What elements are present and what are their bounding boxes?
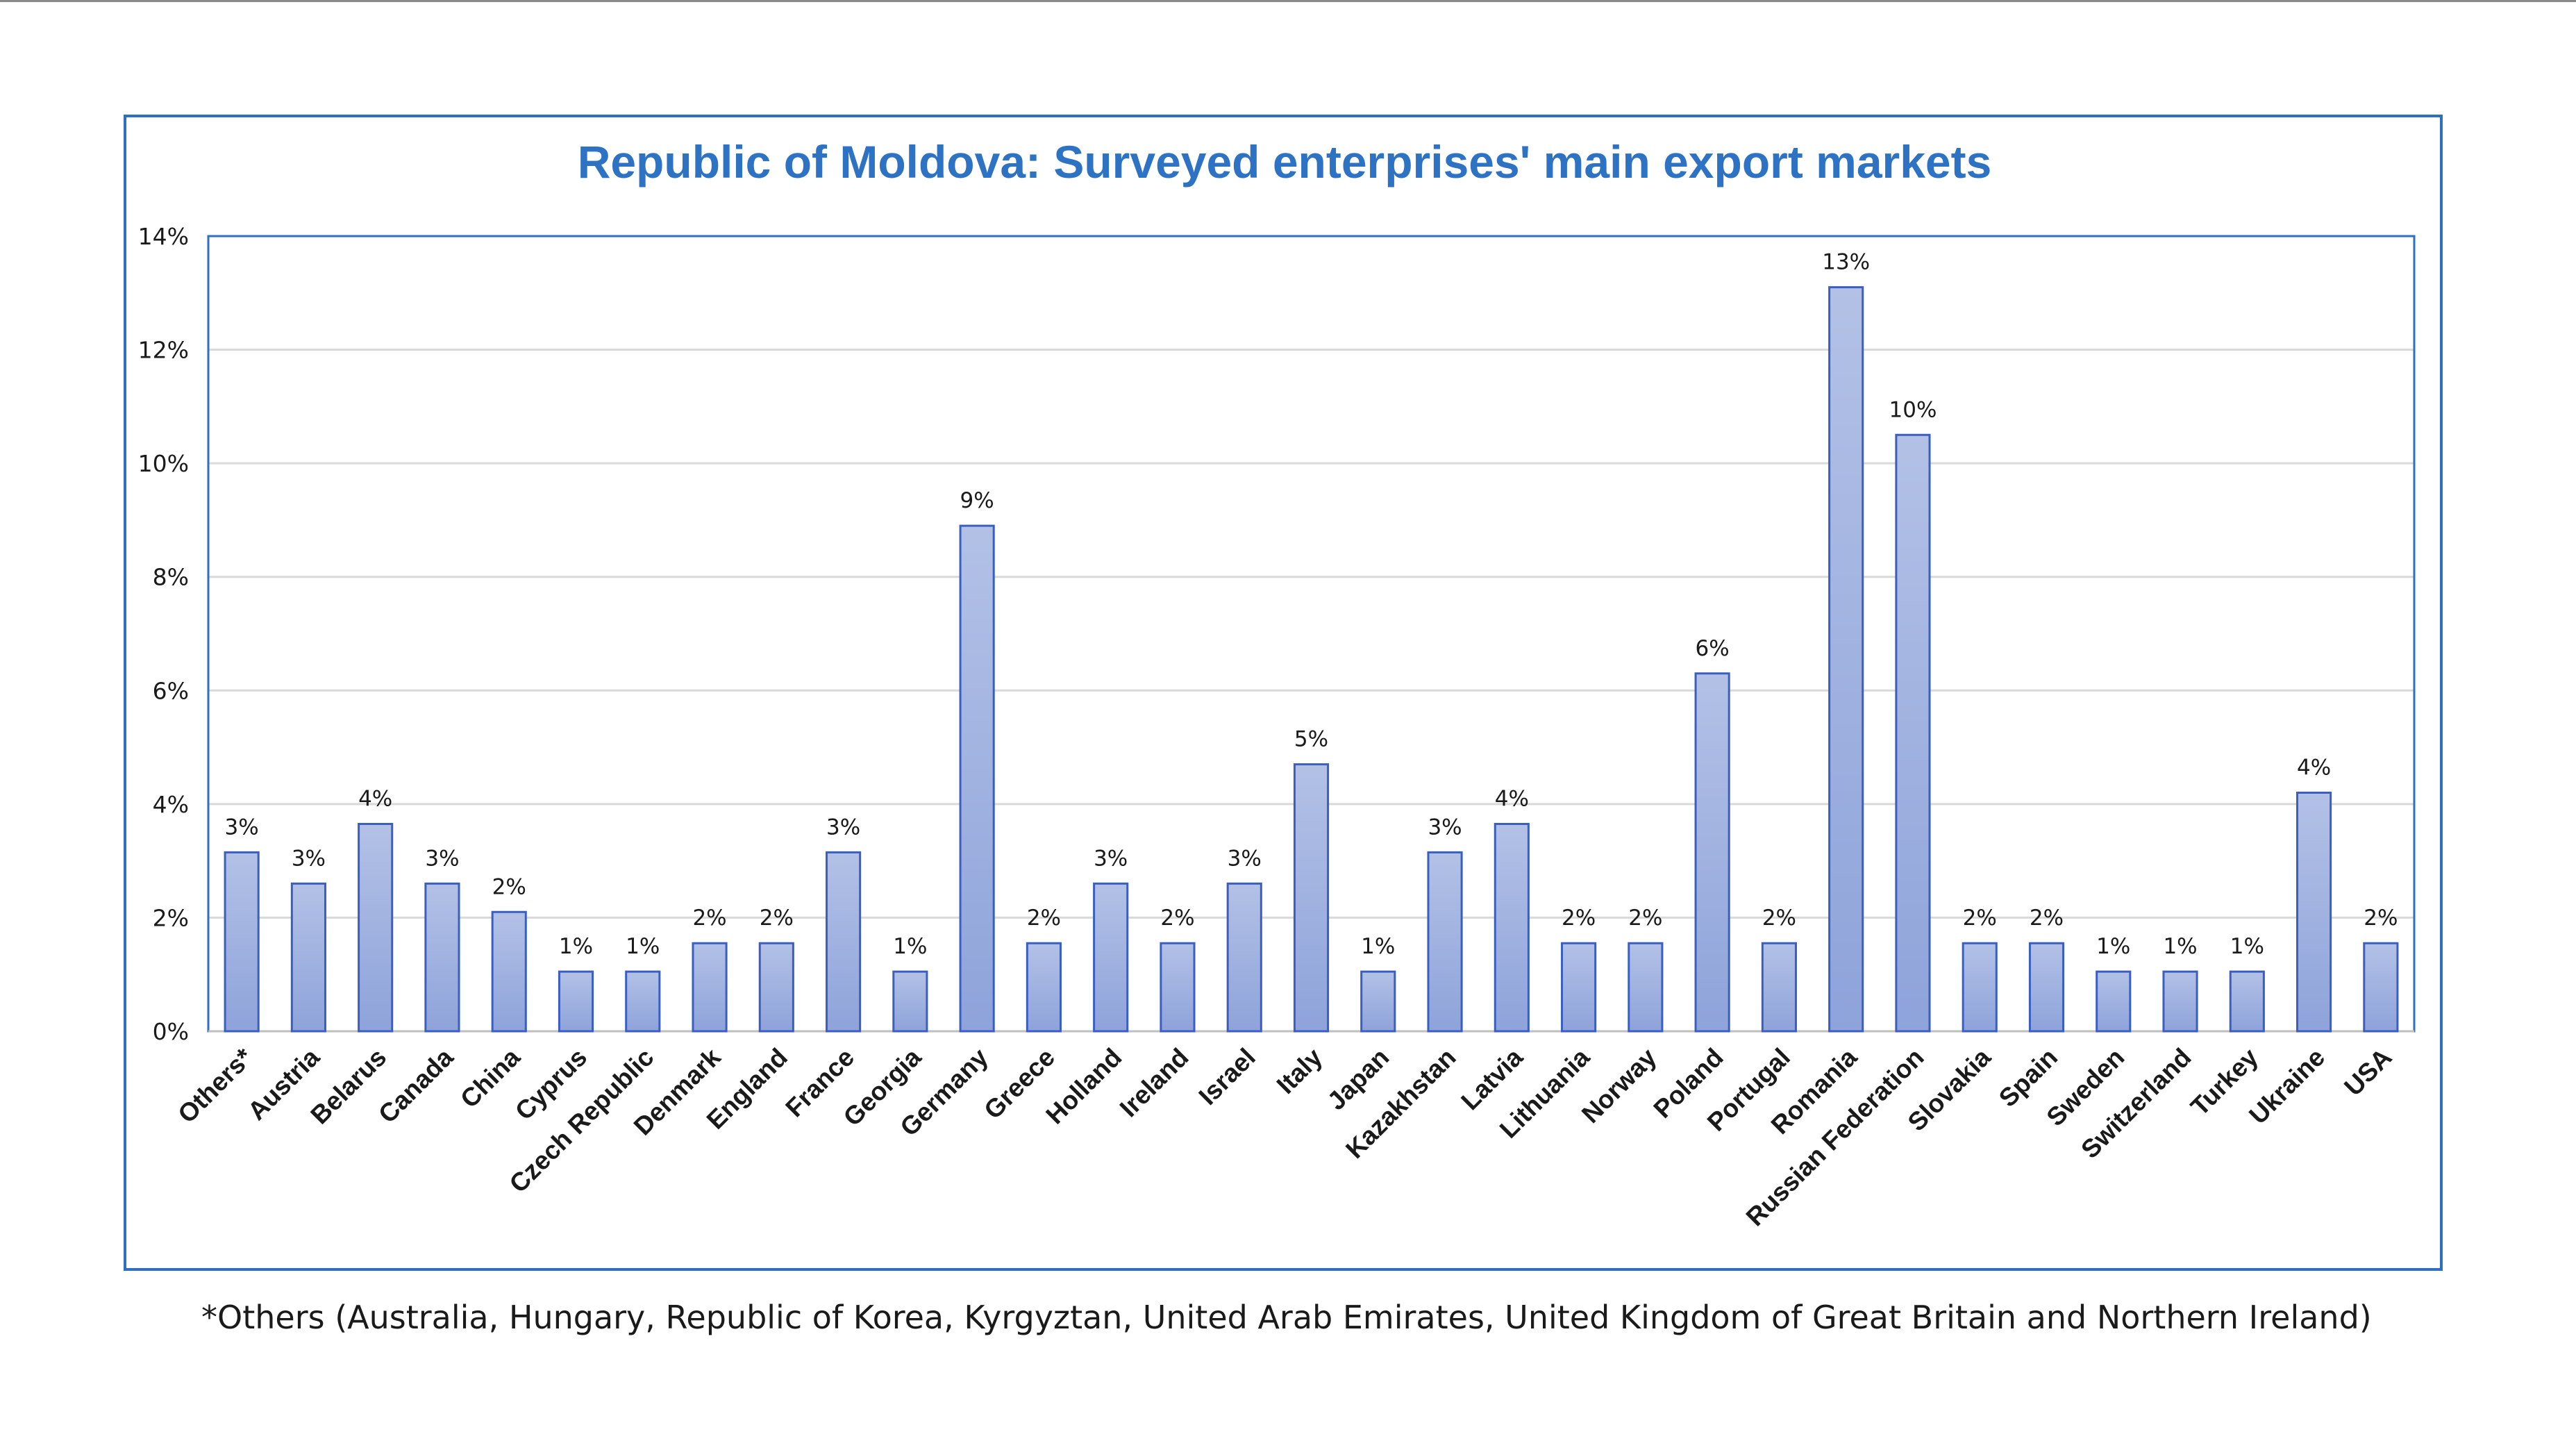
bar bbox=[1561, 942, 1597, 1033]
x-tick-label: Canada bbox=[373, 1042, 459, 1128]
bar bbox=[1026, 942, 1062, 1033]
data-label: 4% bbox=[1495, 786, 1529, 811]
data-label: 2% bbox=[1628, 906, 1662, 931]
footnote: *Others (Australia, Hungary, Republic of… bbox=[201, 1299, 2372, 1336]
data-label: 4% bbox=[358, 786, 392, 811]
data-label: 3% bbox=[1428, 815, 1462, 840]
bar bbox=[892, 970, 928, 1033]
data-label: 3% bbox=[826, 815, 860, 840]
bar bbox=[491, 910, 527, 1033]
data-label: 3% bbox=[225, 815, 259, 840]
y-tick-label: 14% bbox=[138, 223, 189, 250]
bar bbox=[224, 851, 260, 1033]
data-label: 4% bbox=[2297, 756, 2331, 781]
bar bbox=[1962, 942, 1998, 1033]
bar bbox=[2296, 792, 2332, 1033]
bar bbox=[692, 942, 728, 1033]
data-label: 2% bbox=[1562, 906, 1596, 931]
data-label: 1% bbox=[893, 934, 927, 959]
y-tick-label: 2% bbox=[153, 904, 189, 931]
chart-title: Republic of Moldova: Surveyed enterprise… bbox=[577, 136, 1992, 188]
bar bbox=[2162, 970, 2198, 1033]
y-tick-label: 8% bbox=[153, 564, 189, 591]
x-tick-label: Ukraine bbox=[2243, 1043, 2330, 1130]
x-tick-label: Others* bbox=[172, 1042, 258, 1128]
bar bbox=[625, 970, 661, 1033]
data-label: 3% bbox=[425, 846, 459, 871]
bar bbox=[1293, 763, 1330, 1033]
x-tick-label: Norway bbox=[1576, 1042, 1662, 1128]
bar bbox=[558, 970, 594, 1033]
bar bbox=[358, 822, 394, 1033]
chart-frame bbox=[124, 115, 2443, 1271]
data-label: 2% bbox=[2030, 906, 2064, 931]
y-axis-ticks: 0% 2% 4% 6% 8% 10% 12% 14% bbox=[138, 223, 189, 1045]
data-label: 1% bbox=[1361, 934, 1395, 959]
bar bbox=[758, 942, 794, 1033]
bar bbox=[1360, 970, 1396, 1033]
y-tick-label: 10% bbox=[138, 450, 189, 477]
data-label: 13% bbox=[1822, 250, 1870, 275]
data-label: 2% bbox=[1762, 906, 1796, 931]
data-label: 2% bbox=[692, 906, 726, 931]
bar bbox=[2028, 942, 2065, 1033]
bar bbox=[1160, 942, 1196, 1033]
data-label: 1% bbox=[559, 934, 593, 959]
data-label: 2% bbox=[1963, 906, 1997, 931]
bar bbox=[424, 882, 460, 1033]
bar bbox=[1226, 882, 1262, 1033]
x-tick-label: USA bbox=[2339, 1043, 2397, 1101]
data-label: 2% bbox=[1027, 906, 1061, 931]
x-tick-label: Italy bbox=[1271, 1042, 1328, 1099]
data-label: 2% bbox=[1160, 906, 1194, 931]
data-label: 2% bbox=[492, 874, 526, 899]
top-rule bbox=[0, 0, 2576, 2]
bars bbox=[224, 286, 2399, 1033]
data-label: 3% bbox=[1094, 846, 1128, 871]
x-axis-ticks: Others*AustriaBelarusCanadaChinaCyprusCz… bbox=[172, 1042, 2397, 1231]
bar bbox=[2096, 970, 2132, 1033]
bar bbox=[2363, 942, 2399, 1033]
data-label: 9% bbox=[960, 488, 994, 513]
x-tick-label: Belarus bbox=[305, 1043, 392, 1130]
bar bbox=[290, 882, 326, 1033]
bar bbox=[1494, 822, 1530, 1033]
bar bbox=[2229, 970, 2265, 1033]
data-label: 1% bbox=[2230, 934, 2264, 959]
data-label: 1% bbox=[2163, 934, 2197, 959]
bar bbox=[826, 851, 862, 1033]
bar bbox=[1895, 433, 1931, 1033]
gridlines bbox=[207, 235, 2416, 1033]
y-tick-label: 6% bbox=[153, 677, 189, 704]
bar bbox=[1093, 882, 1129, 1033]
data-label: 10% bbox=[1889, 397, 1937, 422]
bar bbox=[1628, 942, 1664, 1033]
data-label: 6% bbox=[1696, 636, 1730, 661]
x-tick-label: Ireland bbox=[1114, 1043, 1194, 1123]
data-label: 1% bbox=[626, 934, 660, 959]
data-label: 3% bbox=[1228, 846, 1262, 871]
bar bbox=[1427, 851, 1463, 1033]
data-label: 3% bbox=[292, 846, 326, 871]
data-label: 2% bbox=[760, 906, 794, 931]
data-label: 2% bbox=[2364, 906, 2398, 931]
x-tick-label: Israel bbox=[1194, 1043, 1261, 1110]
data-label: 5% bbox=[1294, 727, 1328, 752]
y-tick-label: 0% bbox=[153, 1018, 189, 1045]
y-tick-label: 4% bbox=[153, 791, 189, 818]
data-label: 1% bbox=[2096, 934, 2130, 959]
data-labels: 3% 3% 4% 3% 2% 1% 1% 2% 2% 3% 1% 9% 2% 3% 2% 3% 5% 1% 3% 4%… bbox=[225, 250, 2398, 960]
bar bbox=[1761, 942, 1797, 1033]
bar bbox=[1828, 286, 1864, 1033]
x-tick-label: Holland bbox=[1040, 1043, 1127, 1130]
bar bbox=[959, 524, 995, 1033]
bar bbox=[1694, 672, 1730, 1033]
y-tick-label: 12% bbox=[138, 337, 189, 364]
